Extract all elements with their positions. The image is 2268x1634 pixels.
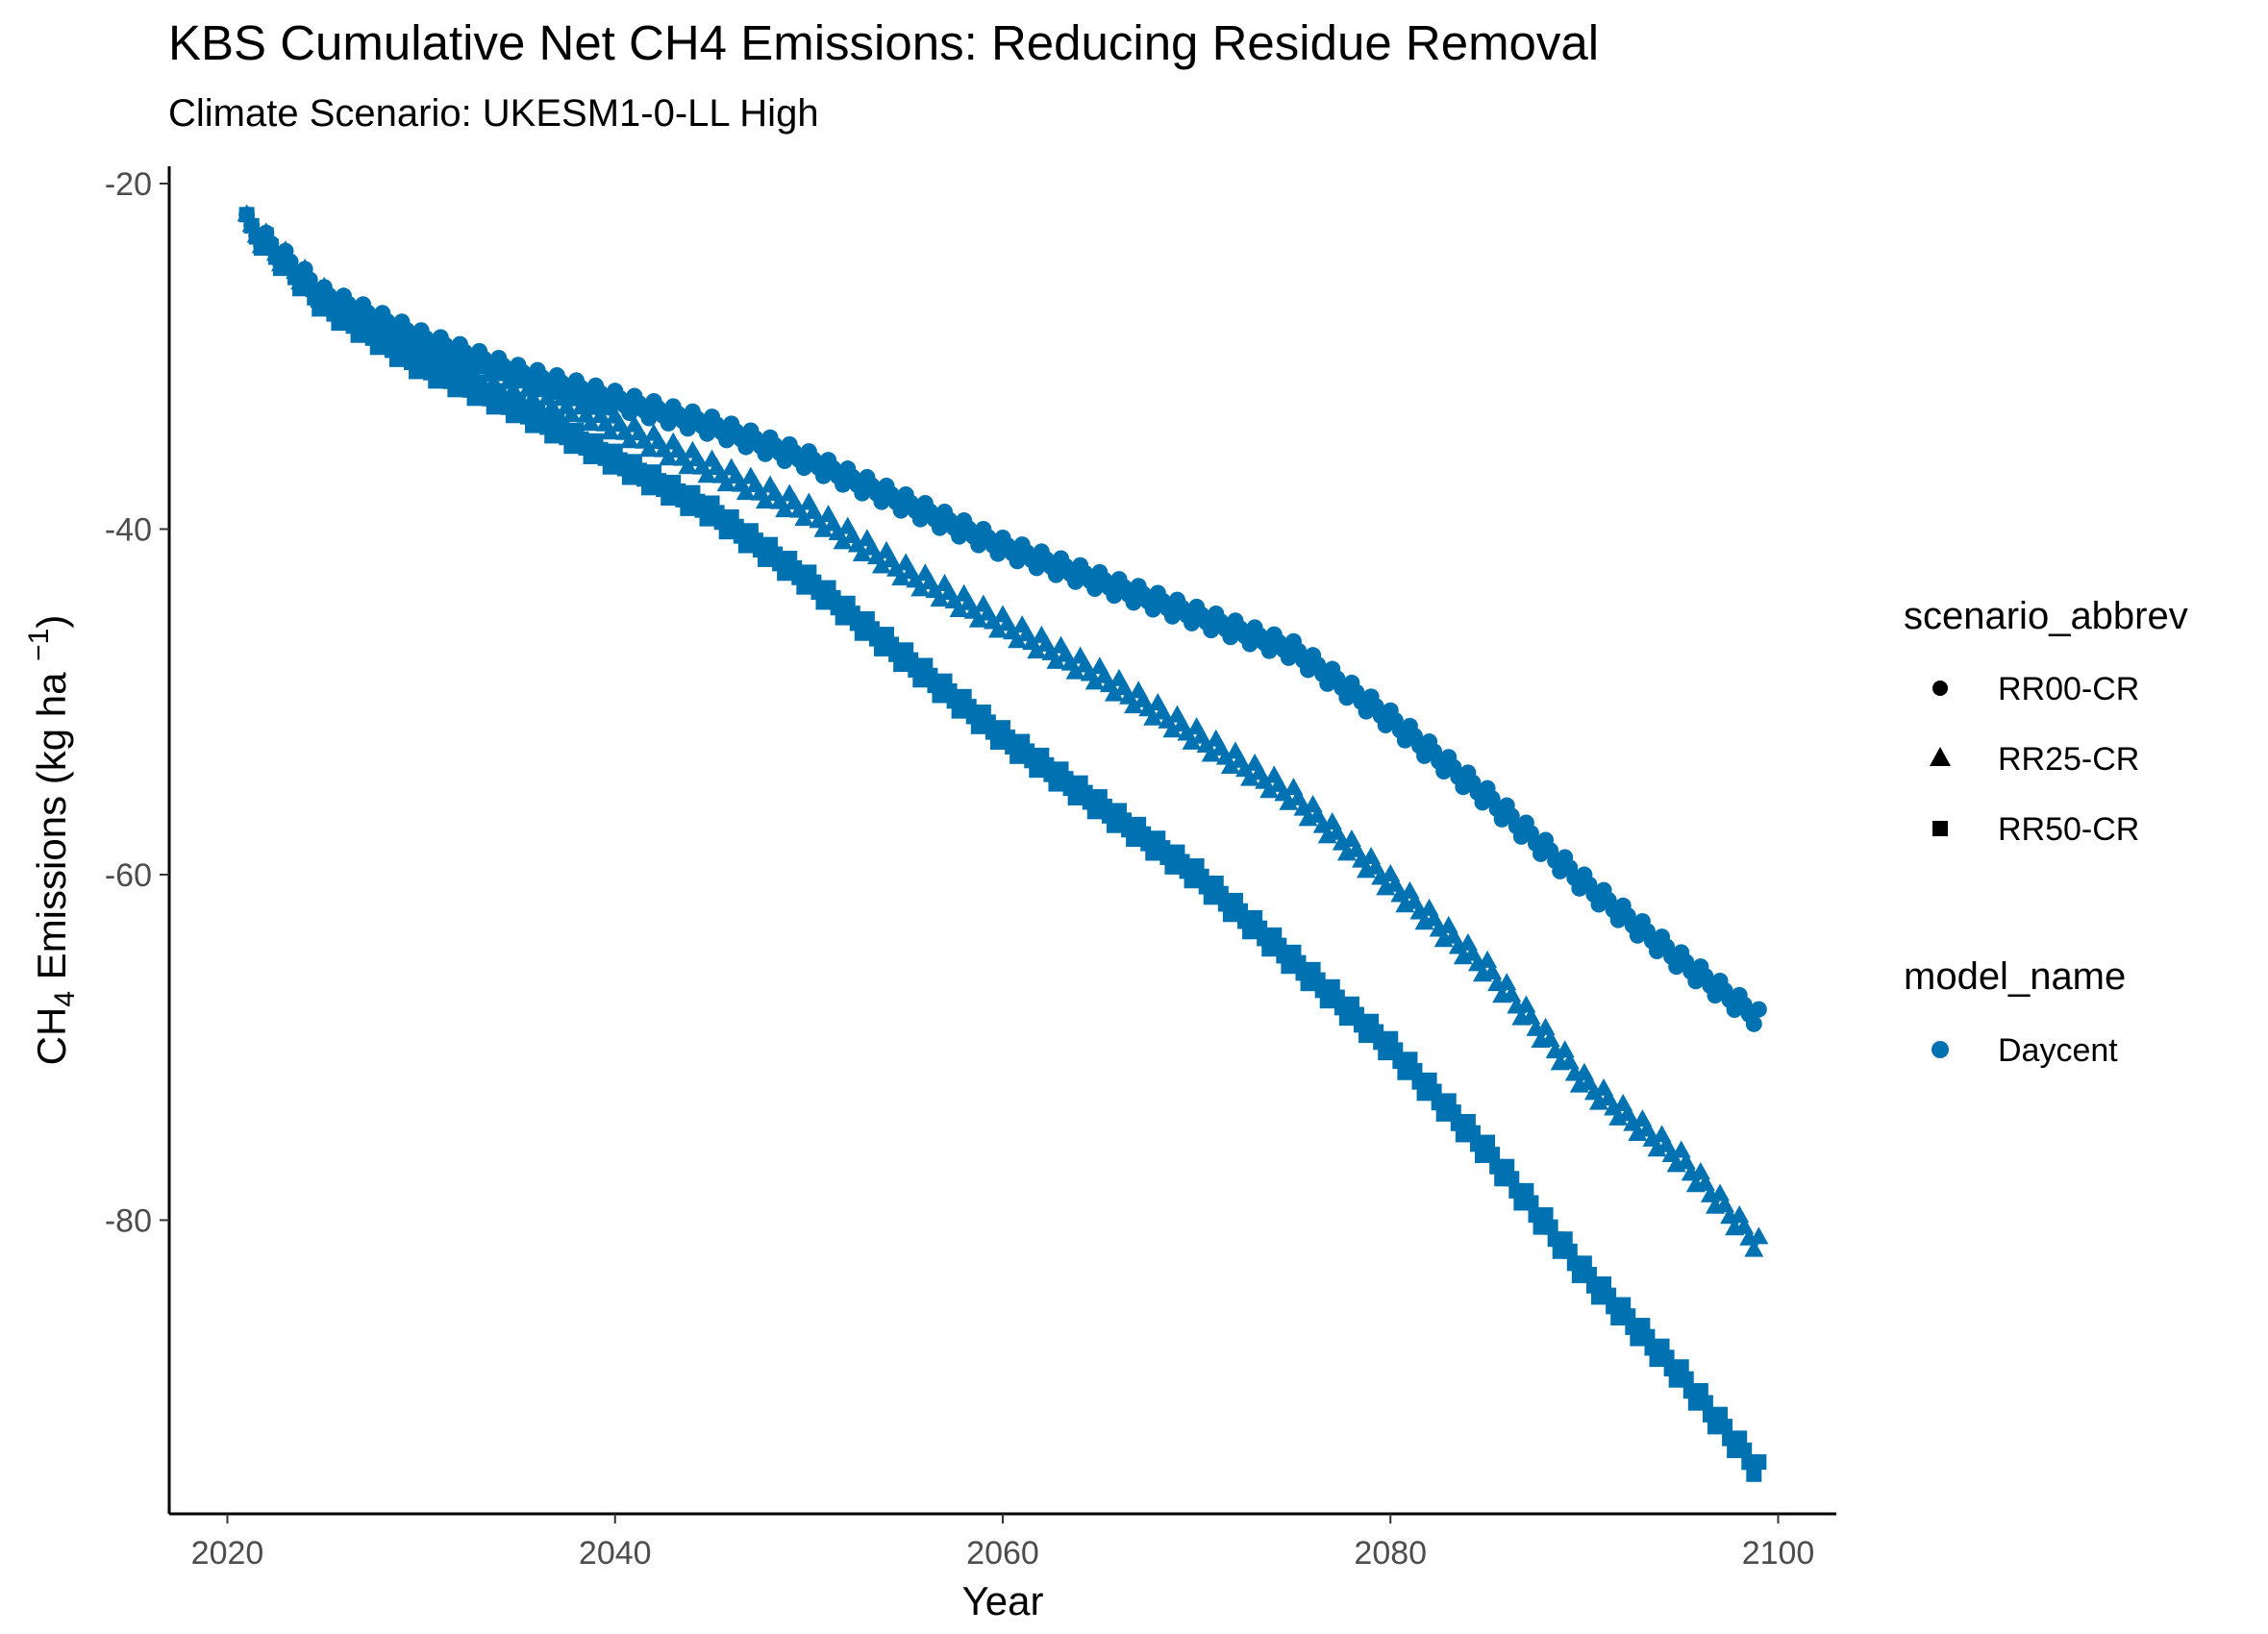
point-rr25-cr — [542, 396, 562, 414]
point-rr25-cr — [1046, 651, 1066, 669]
point-rr25-cr — [678, 457, 698, 475]
legend-key-circle — [1932, 681, 1948, 696]
point-rr25-cr — [930, 589, 950, 607]
legend-label-rr25: RR25-CR — [1998, 741, 2139, 778]
point-rr50-cr — [1523, 1195, 1539, 1211]
point-rr25-cr — [1143, 707, 1163, 726]
data-points — [237, 204, 1769, 1482]
point-rr25-cr — [968, 609, 988, 628]
point-rr25-cr — [659, 448, 679, 466]
point-rr25-cr — [833, 532, 853, 550]
x-tick-label: 2020 — [191, 1535, 264, 1572]
legend-label-rr50: RR50-CR — [1998, 811, 2139, 848]
x-tick-label: 2100 — [1742, 1535, 1815, 1572]
point-rr50-cr — [1557, 1231, 1573, 1248]
point-rr50-cr — [1746, 1466, 1762, 1482]
point-rr25-cr — [756, 491, 776, 509]
y-ticks: -20 -40 -60 -80 — [105, 166, 169, 1239]
point-rr50-cr — [1736, 1442, 1753, 1458]
point-rr25-cr — [561, 405, 582, 423]
point-rr25-cr — [794, 508, 814, 527]
x-tick-label: 2040 — [579, 1535, 652, 1572]
point-rr50-cr — [1561, 1243, 1578, 1259]
point-rr50-cr — [1484, 1147, 1501, 1163]
point-rr25-cr — [697, 465, 717, 483]
point-rr25-cr — [891, 568, 911, 586]
point-rr25-cr — [581, 413, 601, 432]
point-rr25-cr — [1279, 792, 1299, 810]
x-tick-label: 2080 — [1354, 1535, 1427, 1572]
y-axis-title-sup: −1 — [23, 629, 55, 661]
point-rr25-cr — [1201, 744, 1221, 762]
point-rr25-cr — [600, 422, 620, 440]
point-rr25-cr — [1749, 1226, 1769, 1245]
point-rr25-cr — [1104, 683, 1124, 702]
point-rr25-cr — [987, 620, 1008, 638]
point-rr25-cr — [775, 500, 795, 518]
point-rr25-cr — [1027, 641, 1047, 659]
point-rr25-cr — [1744, 1239, 1764, 1257]
y-axis-title: CH4 Emissions (kg ha −1) — [23, 615, 81, 1066]
point-rr25-cr — [735, 483, 756, 501]
point-rr25-cr — [639, 439, 660, 458]
x-tick-label: 2060 — [966, 1535, 1039, 1572]
point-rr50-cr — [1717, 1419, 1733, 1435]
point-rr50-cr — [1732, 1430, 1748, 1447]
point-rr50-cr — [1673, 1359, 1689, 1375]
legend-key-daycent — [1932, 1041, 1949, 1058]
point-rr25-cr — [716, 474, 736, 492]
point-rr50-cr — [1712, 1406, 1729, 1423]
point-rr25-cr — [1220, 756, 1240, 775]
point-rr50-cr — [1542, 1219, 1558, 1235]
point-rr25-cr — [949, 599, 969, 617]
point-rr50-cr — [1678, 1371, 1694, 1387]
point-rr25-cr — [813, 519, 834, 537]
x-axis-title: Year — [962, 1578, 1044, 1623]
y-tick-label: -80 — [105, 1202, 152, 1239]
legend-shape-title: scenario_abbrev — [1904, 595, 2188, 637]
point-rr25-cr — [852, 543, 872, 561]
point-rr00-cr — [1745, 1015, 1762, 1032]
point-rr50-cr — [1504, 1171, 1520, 1187]
point-rr50-cr — [1697, 1395, 1713, 1411]
chart-title: KBS Cumulative Net CH4 Emissions: Reduci… — [168, 15, 1599, 70]
point-rr50-cr — [1751, 1454, 1767, 1471]
point-rr25-cr — [1240, 768, 1260, 786]
legend: scenario_abbrev RR00-CR RR25-CR RR50-CR … — [1904, 595, 2188, 1069]
point-rr50-cr — [1537, 1207, 1554, 1224]
point-rr25-cr — [1008, 631, 1028, 649]
y-axis-title-sub: 4 — [49, 991, 81, 1007]
y-axis-title-suffix: ) — [29, 615, 74, 629]
x-ticks: 2020 2040 2060 2080 2100 — [191, 1514, 1815, 1572]
point-rr25-cr — [1182, 731, 1202, 750]
point-rr25-cr — [619, 431, 639, 449]
point-rr50-cr — [1499, 1158, 1515, 1175]
y-tick-label: -40 — [105, 511, 152, 548]
point-rr25-cr — [871, 556, 891, 574]
legend-label-rr00: RR00-CR — [1998, 671, 2139, 707]
point-rr25-cr — [1084, 672, 1105, 690]
legend-color-title: model_name — [1904, 955, 2126, 998]
point-rr50-cr — [1692, 1382, 1708, 1399]
point-rr25-cr — [910, 579, 931, 597]
point-rr50-cr — [1480, 1134, 1496, 1151]
legend-label-daycent: Daycent — [1998, 1032, 2118, 1069]
legend-key-square — [1932, 821, 1948, 836]
y-tick-label: -20 — [105, 166, 152, 203]
point-rr50-cr — [1518, 1182, 1534, 1199]
y-tick-label: -60 — [105, 857, 152, 894]
chart-subtitle: Climate Scenario: UKESM1-0-LL High — [168, 92, 819, 135]
point-rr25-cr — [1259, 780, 1280, 799]
point-rr25-cr — [1162, 720, 1183, 738]
y-axis-title-prefix: CH — [29, 1007, 74, 1066]
point-rr25-cr — [1065, 661, 1085, 680]
point-rr25-cr — [1124, 696, 1144, 714]
point-rr00-cr — [1750, 1001, 1767, 1018]
y-axis-title-mid: Emissions (kg ha — [29, 661, 74, 991]
legend-key-triangle — [1930, 747, 1951, 766]
